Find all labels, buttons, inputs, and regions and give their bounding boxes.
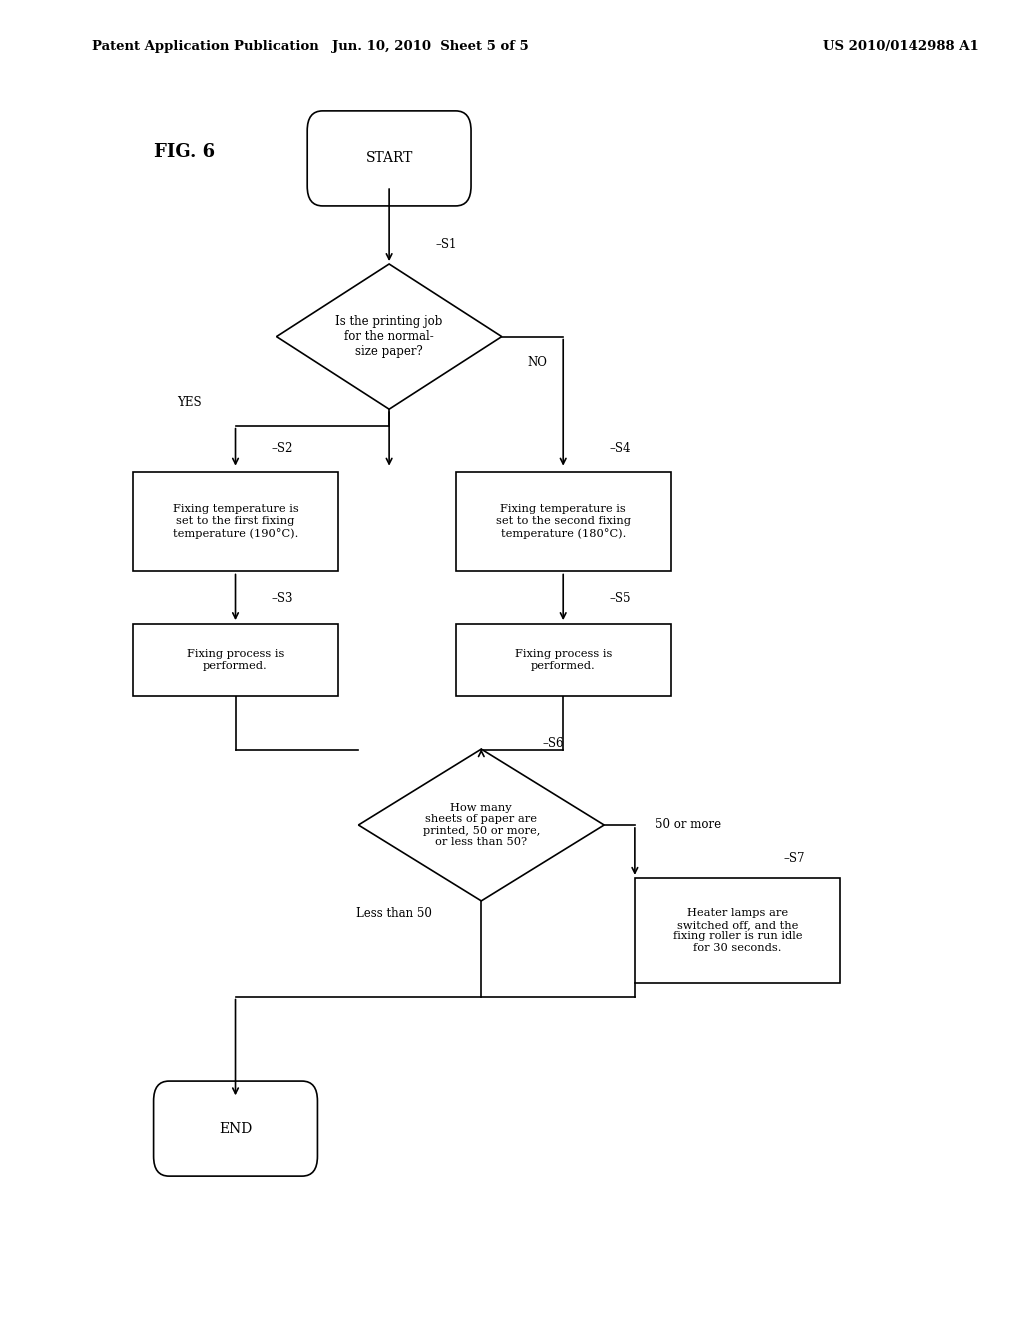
Text: START: START bbox=[366, 152, 413, 165]
Text: –S2: –S2 bbox=[271, 442, 293, 455]
Text: FIG. 6: FIG. 6 bbox=[154, 143, 215, 161]
Text: 50 or more: 50 or more bbox=[655, 818, 722, 832]
Text: NO: NO bbox=[527, 356, 547, 370]
FancyBboxPatch shape bbox=[307, 111, 471, 206]
Text: –S5: –S5 bbox=[609, 591, 631, 605]
FancyBboxPatch shape bbox=[154, 1081, 317, 1176]
Text: END: END bbox=[219, 1122, 252, 1135]
Text: Patent Application Publication: Patent Application Publication bbox=[92, 40, 318, 53]
FancyBboxPatch shape bbox=[456, 624, 671, 697]
Text: Fixing process is
performed.: Fixing process is performed. bbox=[514, 649, 612, 671]
Text: –S6: –S6 bbox=[543, 737, 564, 750]
Text: –S1: –S1 bbox=[435, 238, 457, 251]
Polygon shape bbox=[358, 750, 604, 900]
Text: Fixing temperature is
set to the first fixing
temperature (190°C).: Fixing temperature is set to the first f… bbox=[173, 504, 298, 539]
FancyBboxPatch shape bbox=[133, 473, 338, 570]
Text: –S7: –S7 bbox=[783, 851, 805, 865]
Text: Heater lamps are
switched off, and the
fixing roller is run idle
for 30 seconds.: Heater lamps are switched off, and the f… bbox=[673, 908, 802, 953]
Polygon shape bbox=[276, 264, 502, 409]
Text: How many
sheets of paper are
printed, 50 or more,
or less than 50?: How many sheets of paper are printed, 50… bbox=[423, 803, 540, 847]
FancyBboxPatch shape bbox=[133, 624, 338, 697]
FancyBboxPatch shape bbox=[635, 878, 840, 983]
Text: YES: YES bbox=[177, 396, 202, 409]
Text: Jun. 10, 2010  Sheet 5 of 5: Jun. 10, 2010 Sheet 5 of 5 bbox=[332, 40, 528, 53]
FancyBboxPatch shape bbox=[456, 473, 671, 570]
Text: Is the printing job
for the normal-
size paper?: Is the printing job for the normal- size… bbox=[336, 315, 442, 358]
Text: Fixing temperature is
set to the second fixing
temperature (180°C).: Fixing temperature is set to the second … bbox=[496, 504, 631, 539]
Text: –S4: –S4 bbox=[609, 442, 631, 455]
Text: Less than 50: Less than 50 bbox=[356, 907, 432, 920]
Text: Fixing process is
performed.: Fixing process is performed. bbox=[186, 649, 285, 671]
Text: –S3: –S3 bbox=[271, 591, 293, 605]
Text: US 2010/0142988 A1: US 2010/0142988 A1 bbox=[823, 40, 979, 53]
